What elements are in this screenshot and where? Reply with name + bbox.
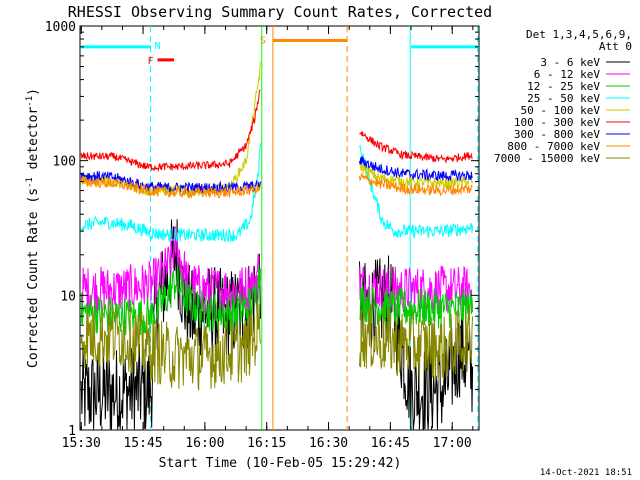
overlay-layer: NF S xyxy=(81,26,479,430)
x-tick-label: 16:15 xyxy=(247,436,286,451)
series-line-7000-15000-kev-seg1 xyxy=(80,298,261,391)
series-line-300-800-kev-seg2 xyxy=(359,155,473,182)
series-line-25-50-kev-seg1 xyxy=(80,143,261,242)
footer-timestamp: 14-Oct-2021 18:51 xyxy=(540,468,632,478)
series-line-12-25-kev-seg1 xyxy=(80,264,261,337)
plot-area xyxy=(79,25,480,431)
series-line-800-7000-kev-seg2 xyxy=(359,172,474,197)
chart-title: RHESSI Observing Summary Count Rates, Co… xyxy=(68,3,492,21)
series-line-12-25-kev-seg2 xyxy=(359,285,474,329)
y-axis-label: Corrected Count Rate (s-1 detector-1) xyxy=(25,88,41,368)
x-tick-label: 15:30 xyxy=(62,436,101,451)
x-tick-label: 16:45 xyxy=(371,436,410,451)
legend-label: 50 - 100 keV xyxy=(521,104,601,117)
series-line-800-7000-kev-seg1 xyxy=(80,175,261,200)
legend-header-attenuator: Att 0 xyxy=(599,40,632,53)
series-layer xyxy=(80,61,474,430)
legend-label: 6 - 12 keV xyxy=(534,68,601,81)
plot-frame xyxy=(79,25,480,431)
x-tick-label: 17:00 xyxy=(433,436,472,451)
y-tick-label: 100 xyxy=(53,155,76,170)
series-line-7000-15000-kev-seg2 xyxy=(359,304,474,382)
flare-bar-label: F xyxy=(147,56,153,67)
x-tick-label: 16:30 xyxy=(309,436,348,451)
legend-label: 25 - 50 keV xyxy=(527,92,600,105)
y-tick-label: 1 xyxy=(68,424,76,439)
x-tick-label: 15:45 xyxy=(123,436,162,451)
series-line-25-50-kev-seg2 xyxy=(359,144,474,240)
saa-bar-label: S xyxy=(260,36,266,47)
legend-label: 300 - 800 keV xyxy=(514,128,600,141)
y-tick-label: 1000 xyxy=(45,20,76,35)
legend-label: 12 - 25 keV xyxy=(527,80,600,93)
legend-label: 800 - 7000 keV xyxy=(507,140,600,153)
series-line-100-300-kev-seg1 xyxy=(80,89,261,172)
x-tick-label: 16:00 xyxy=(185,436,224,451)
legend-header-detectors: Det 1,3,4,5,6,9, xyxy=(526,28,632,41)
legend-label: 3 - 6 keV xyxy=(540,56,600,69)
series-line-100-300-kev-seg2 xyxy=(359,130,473,164)
axes-layer: 15:30 15:45 16:00 16:15 16:30 16:45 17:00 1 10 10… xyxy=(45,20,479,451)
night-bar-label: N xyxy=(154,41,160,52)
legend-label: 7000 - 15000 keV xyxy=(494,152,600,165)
y-tick-label: 10 xyxy=(60,289,76,304)
legend-label: 100 - 300 keV xyxy=(514,116,600,129)
x-axis-label: Start Time (10-Feb-05 15:29:42) xyxy=(159,456,402,471)
series-line-6-12-kev-seg2 xyxy=(359,265,474,314)
